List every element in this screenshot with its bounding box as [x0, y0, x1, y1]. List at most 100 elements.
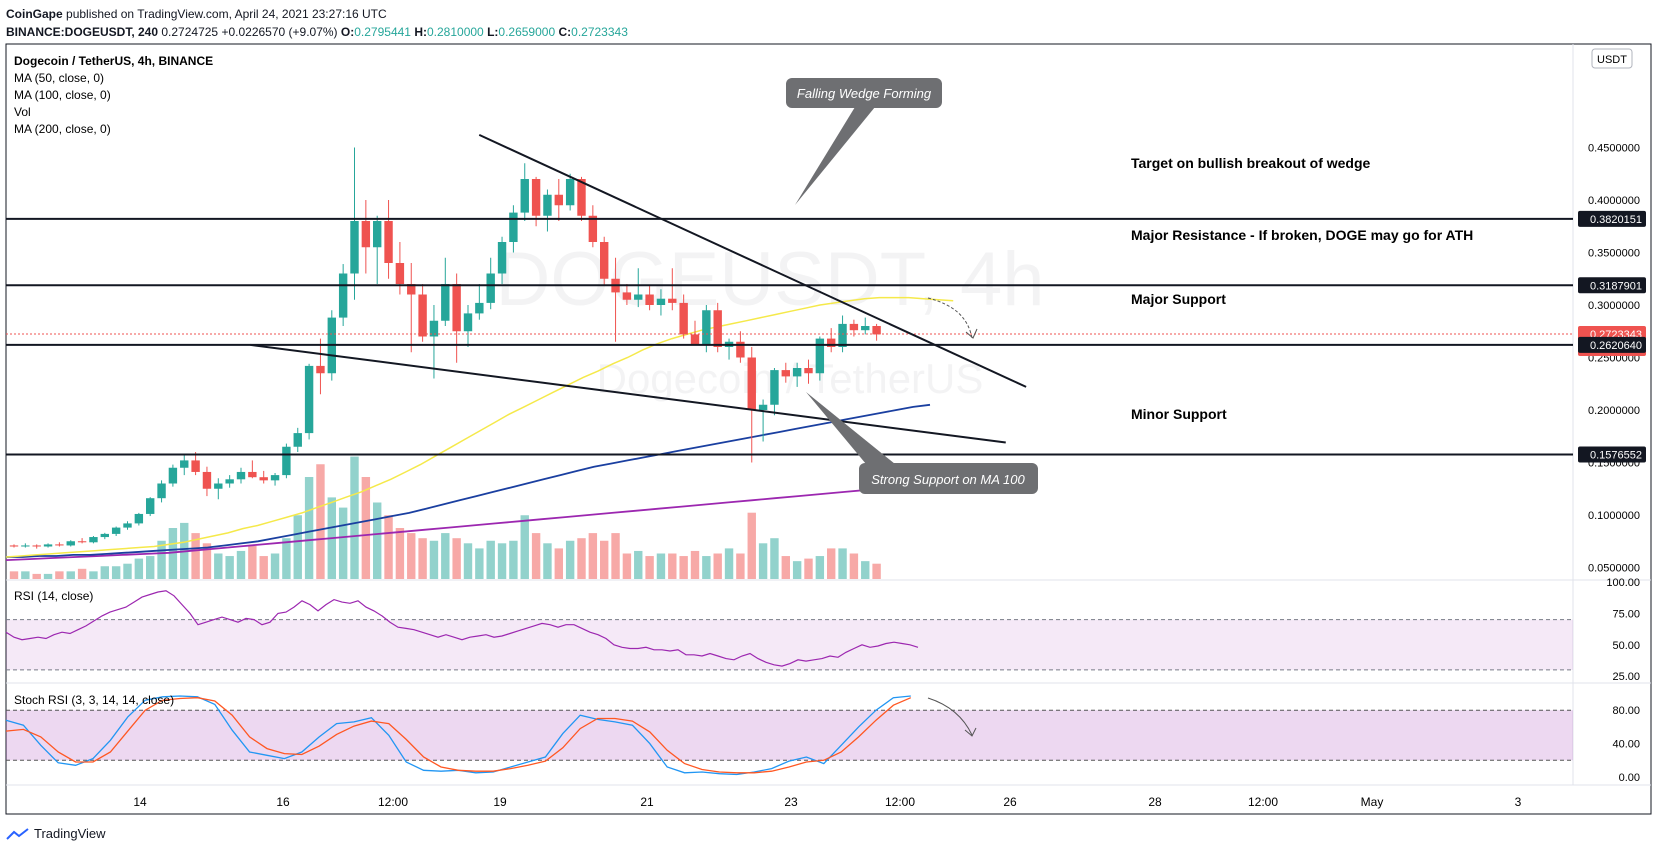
volume-bar	[804, 558, 813, 579]
volume-bar	[259, 556, 268, 579]
volume-bar	[577, 538, 586, 579]
volume-bar	[338, 507, 348, 579]
volume-bar	[736, 553, 745, 579]
tradingview-brand[interactable]: TradingView	[34, 826, 106, 841]
candle-body	[429, 320, 439, 337]
volume-bar	[418, 538, 427, 579]
price-tick-label: 0.1000000	[1588, 510, 1640, 522]
candle-body	[543, 194, 552, 216]
candle-body	[463, 313, 473, 332]
candle-body	[168, 467, 178, 484]
candle-body	[600, 242, 609, 279]
ma100-callout-text: Strong Support on MA 100	[871, 472, 1025, 487]
candle-body	[214, 483, 223, 489]
price-tick-label: 0.3500000	[1588, 248, 1640, 260]
candle-body	[872, 326, 881, 335]
volume-bar	[146, 556, 155, 579]
low-label: L:	[487, 25, 499, 39]
legend-vol[interactable]: Vol	[14, 105, 31, 119]
chart-frame	[5, 43, 1652, 815]
candle-body	[123, 523, 132, 528]
volume-bar	[43, 573, 53, 579]
candle-body	[565, 179, 575, 206]
candle-body	[191, 460, 200, 472]
candle-body	[395, 263, 405, 284]
candle-body	[100, 533, 109, 538]
volume-bar	[21, 571, 30, 579]
volume-bar	[497, 543, 507, 579]
candle-body	[270, 475, 280, 481]
candle-body	[293, 433, 302, 447]
time-tick-label: 12:00	[378, 795, 408, 809]
publisher-name[interactable]: CoinGape	[6, 7, 63, 21]
close-label: C:	[558, 25, 572, 39]
rsi-line	[5, 590, 919, 667]
price-level-badge	[1578, 336, 1646, 353]
volume-bar	[634, 550, 643, 579]
legend-ma50[interactable]: MA (50, close, 0)	[14, 71, 104, 85]
volume-bar	[282, 538, 291, 579]
volume-bar	[214, 553, 223, 579]
legend-title: Dogecoin / TetherUS, 4h, BINANCE	[14, 54, 213, 68]
candle-body	[373, 221, 382, 248]
candle-body	[225, 479, 234, 484]
candle-body	[486, 273, 495, 303]
moving-averages	[5, 296, 954, 561]
candle-body	[384, 221, 393, 263]
legend-ma200[interactable]: MA (200, close, 0)	[14, 122, 111, 136]
ohlc-line: BINANCE:DOGEUSDT, 240 0.2724725 +0.02265…	[6, 23, 628, 41]
legend-ma100[interactable]: MA (100, close, 0)	[14, 88, 111, 102]
price-tick-label: 0.2000000	[1588, 405, 1640, 417]
volume-bar	[202, 543, 212, 579]
currency-badge[interactable]	[1591, 48, 1633, 69]
volume-bar	[656, 553, 666, 579]
candle-body	[554, 194, 563, 206]
wedge-callout[interactable]: Falling Wedge Forming	[786, 78, 942, 205]
volume-bar	[872, 563, 881, 579]
candle-body	[248, 471, 257, 478]
symbol-label: BINANCE:DOGEUSDT, 240	[6, 25, 159, 39]
publish-line: CoinGape published on TradingView.com, A…	[6, 5, 628, 23]
volume-bar	[554, 548, 563, 579]
candle-body	[304, 365, 314, 434]
price-level-badge	[1578, 210, 1646, 227]
rsi-pane: RSI (14, close) 100.00 75.00 50.00 25.00	[5, 577, 1640, 683]
time-tick-label: 26	[1003, 795, 1017, 809]
candlesticks	[9, 147, 881, 549]
volume-bar	[611, 533, 620, 579]
currency-badge-label: USDT	[1597, 54, 1627, 66]
candle-body	[634, 294, 643, 300]
price-tick-label: 0.3000000	[1588, 300, 1640, 312]
candle-body	[804, 368, 813, 374]
stoch-title: Stoch RSI (3, 3, 14, 14, close)	[14, 693, 174, 707]
volume-bar	[475, 548, 484, 579]
candle-body	[690, 334, 700, 345]
volume-bar	[724, 548, 734, 579]
price-level-value: 0.2620640	[1590, 340, 1642, 352]
volume-bar	[293, 515, 302, 579]
volume-bar	[770, 538, 779, 579]
candle-body	[713, 310, 722, 347]
time-tick-label: 16	[276, 795, 290, 809]
ma100-callout[interactable]: Strong Support on MA 100	[806, 392, 1038, 494]
price-level-value: 0.3820151	[1590, 214, 1642, 226]
ma100-line	[6, 403, 931, 558]
stoch-tick-label: 0.00	[1619, 772, 1640, 784]
volume-bar	[66, 571, 75, 579]
resistance-label: Major Resistance - If broken, DOGE may g…	[1131, 227, 1473, 243]
candle-body	[89, 537, 98, 543]
volume-bar	[849, 553, 859, 579]
volume-bar	[622, 553, 632, 579]
candle-body	[861, 326, 870, 331]
open-value: 0.2795441	[354, 25, 411, 39]
stoch-tick-label: 40.00	[1612, 739, 1640, 751]
time-tick-label: 12:00	[885, 795, 915, 809]
watermark-symbol: DOGEUSDT, 4h	[495, 237, 1044, 322]
minor-support-label: Minor Support	[1131, 406, 1227, 422]
candle-body	[702, 310, 711, 345]
price-level-value: 0.3187901	[1590, 280, 1642, 292]
volume-bar	[134, 558, 144, 579]
rsi-tick-label: 25.00	[1612, 671, 1640, 683]
rsi-title: RSI (14, close)	[14, 589, 93, 603]
